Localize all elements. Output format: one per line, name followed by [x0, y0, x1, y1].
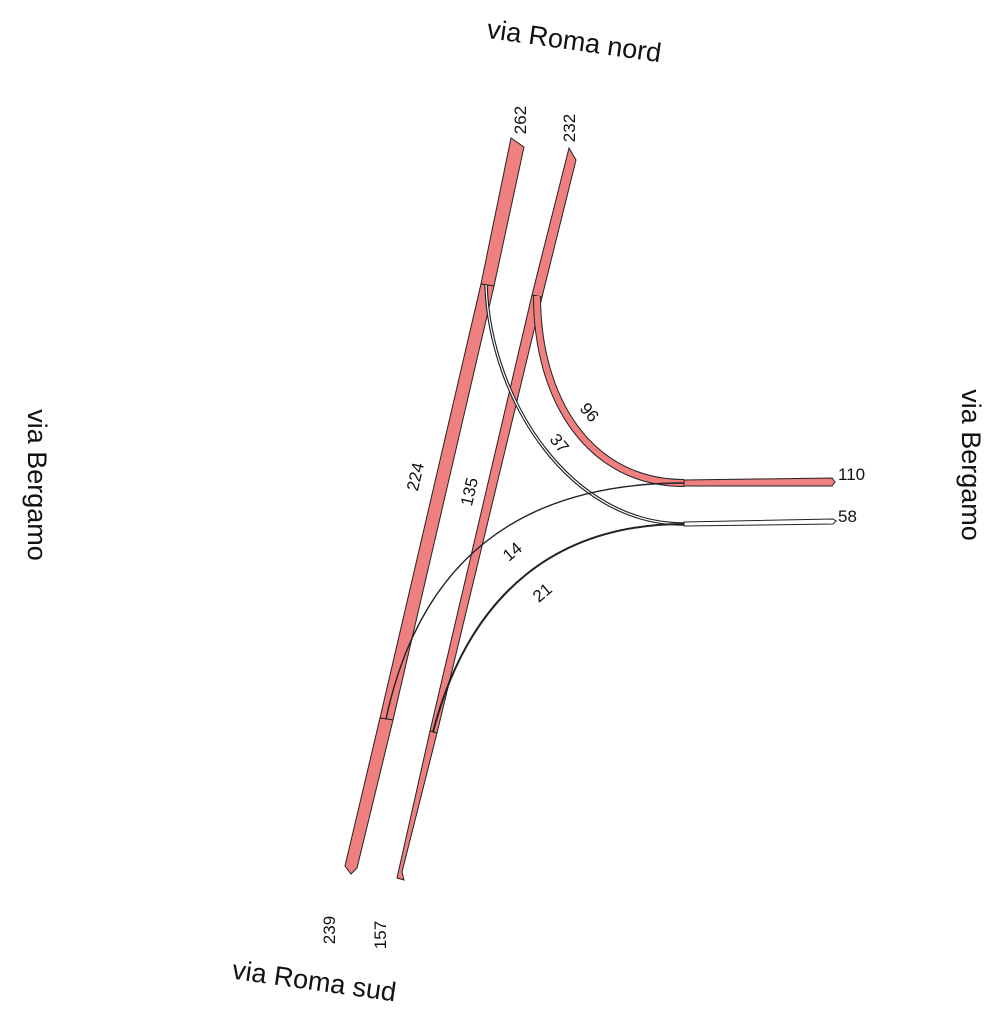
flow-north-to-east — [534, 295, 685, 486]
value-north-in: 232 — [560, 114, 579, 142]
road-label-west: via Bergamo — [22, 409, 52, 561]
road-label-south: via Roma sud — [230, 955, 398, 1008]
value-flow-east-to-south: 14 — [499, 538, 526, 565]
flow-east-to-south — [385, 482, 685, 720]
value-south-in: 157 — [371, 921, 390, 949]
value-flow-south-to-north: 224 — [403, 461, 428, 493]
flow-east-to-north-inner — [485, 284, 685, 525]
lane-north-south-upper — [531, 146, 577, 298]
value-south-out: 239 — [320, 916, 339, 944]
value-flow-south-to-east: 21 — [529, 579, 556, 606]
lane-south-north-upper — [480, 137, 525, 287]
value-flow-north-to-east: 96 — [576, 399, 603, 426]
value-flow-north-to-south: 135 — [457, 476, 482, 508]
lane-south-north-lower — [344, 717, 394, 875]
value-east-in: 110 — [838, 465, 865, 484]
value-east-out: 58 — [838, 507, 857, 526]
arm-east-out — [683, 518, 837, 527]
value-north-out: 262 — [511, 106, 530, 134]
lane-north-south-lower — [396, 730, 438, 881]
road-label-north: via Roma nord — [485, 14, 663, 68]
lane-north-south-middle — [429, 294, 543, 734]
flow-south-to-east — [432, 523, 685, 733]
arm-east-in — [683, 477, 836, 487]
road-label-east: via Bergamo — [956, 389, 986, 541]
